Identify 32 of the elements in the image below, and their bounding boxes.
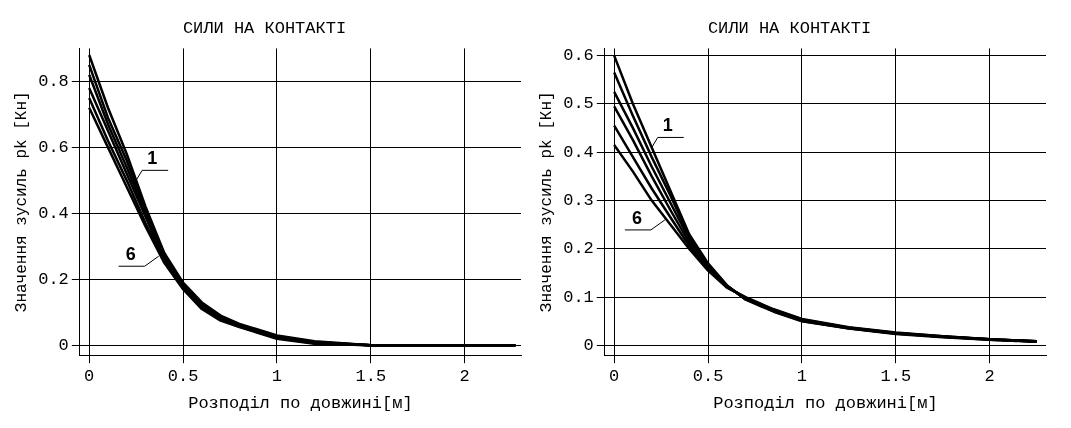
annotation: 1 xyxy=(147,148,158,169)
x-axis-title: Розподіл по довжині[м] xyxy=(713,394,938,414)
y-tick-label: 0.2 xyxy=(563,239,594,259)
x-tick-label: 0.5 xyxy=(167,366,199,386)
y-axis-title: Значення зусиль pk [Кн] xyxy=(12,91,31,313)
annotation: 6 xyxy=(125,244,136,265)
annotation: 6 xyxy=(631,207,642,228)
y-tick-label: 0.4 xyxy=(563,142,594,162)
y-axis-title: Значення зусиль pk [Кн] xyxy=(537,91,556,313)
x-tick-label: 0.5 xyxy=(692,366,724,386)
x-tick-label: 0 xyxy=(84,366,95,386)
y-tick-label: 0.6 xyxy=(563,46,594,66)
x-tick-label: 2 xyxy=(459,366,470,386)
y-tick-label: 0.1 xyxy=(563,287,594,307)
x-axis-title: Розподіл по довжині[м] xyxy=(188,394,413,414)
x-tick-label: 1.5 xyxy=(355,366,387,386)
y-tick-label: 0.8 xyxy=(38,71,69,91)
y-tick-label: 0.5 xyxy=(563,94,594,114)
x-tick-label: 1 xyxy=(271,366,283,386)
y-tick-label: 0 xyxy=(583,336,594,356)
chart-title: СИЛИ НА КОНТАКТІ xyxy=(182,18,347,38)
chart-title: СИЛИ НА КОНТАКТІ xyxy=(707,18,872,38)
x-tick-label: 0 xyxy=(609,366,620,386)
y-tick-label: 0 xyxy=(58,335,69,355)
y-tick-label: 0.3 xyxy=(563,191,594,211)
x-tick-label: 1.5 xyxy=(880,366,912,386)
y-tick-label: 0.2 xyxy=(38,269,69,289)
y-tick-label: 0.6 xyxy=(38,137,69,157)
annotation: 1 xyxy=(662,115,673,136)
x-tick-label: 1 xyxy=(796,366,808,386)
y-tick-label: 0.4 xyxy=(38,203,69,223)
x-tick-label: 2 xyxy=(984,366,995,386)
